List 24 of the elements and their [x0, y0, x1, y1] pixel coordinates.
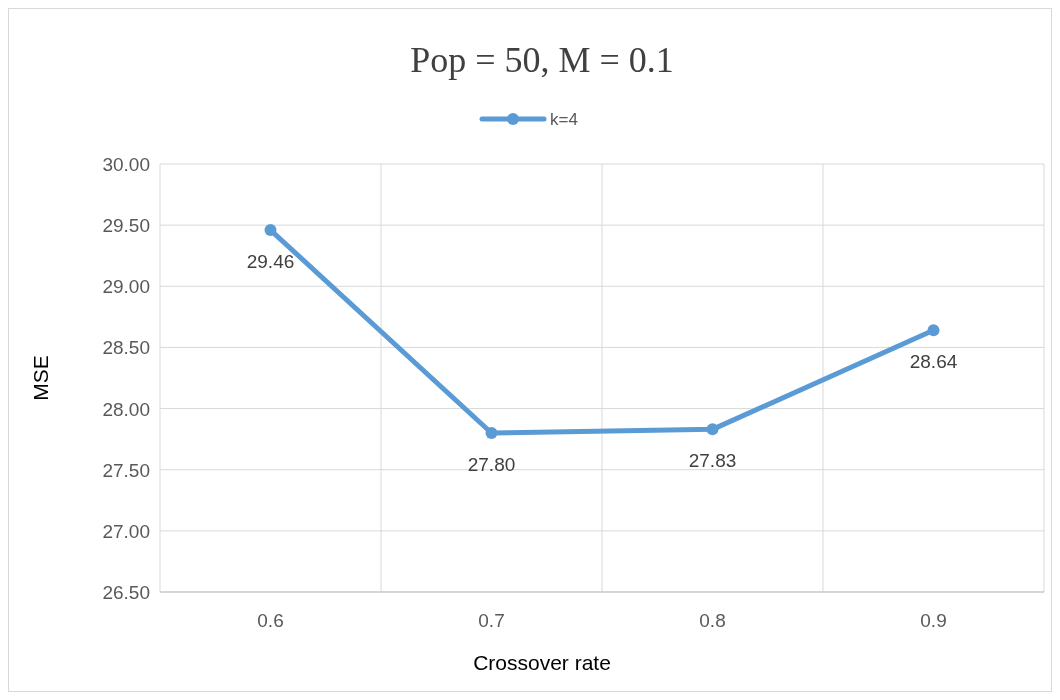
y-tick-label: 28.00 — [102, 398, 150, 420]
point — [485, 427, 498, 440]
text: 28.64 — [909, 351, 958, 373]
x-tick-label: 0.6 — [257, 610, 284, 631]
y-tick-label: 30.00 — [102, 154, 150, 175]
y-tick-label: 26.50 — [102, 582, 150, 603]
x-tick-label: 0.7 — [478, 610, 505, 631]
y-tick-label: 29.50 — [102, 215, 150, 237]
text: 27.80 — [467, 454, 516, 476]
point — [264, 224, 277, 237]
chart-title: Pop = 50, M = 0.1 — [410, 40, 674, 80]
x-tick-label: 0.9 — [920, 610, 947, 631]
y-axis-title: MSE — [29, 355, 52, 401]
y-tick-label: 29.00 — [102, 276, 150, 298]
legend-label: k=4 — [550, 110, 578, 129]
point — [706, 423, 719, 436]
point — [927, 324, 940, 337]
text: 27.83 — [688, 450, 737, 472]
y-tick-label: 27.00 — [102, 520, 150, 542]
y-tick-label: 28.50 — [102, 337, 150, 359]
x-axis-title: Crossover rate — [473, 651, 611, 674]
text: 29.46 — [246, 251, 295, 273]
y-tick-label: 27.50 — [102, 459, 150, 481]
x-tick-label: 0.8 — [699, 610, 726, 631]
